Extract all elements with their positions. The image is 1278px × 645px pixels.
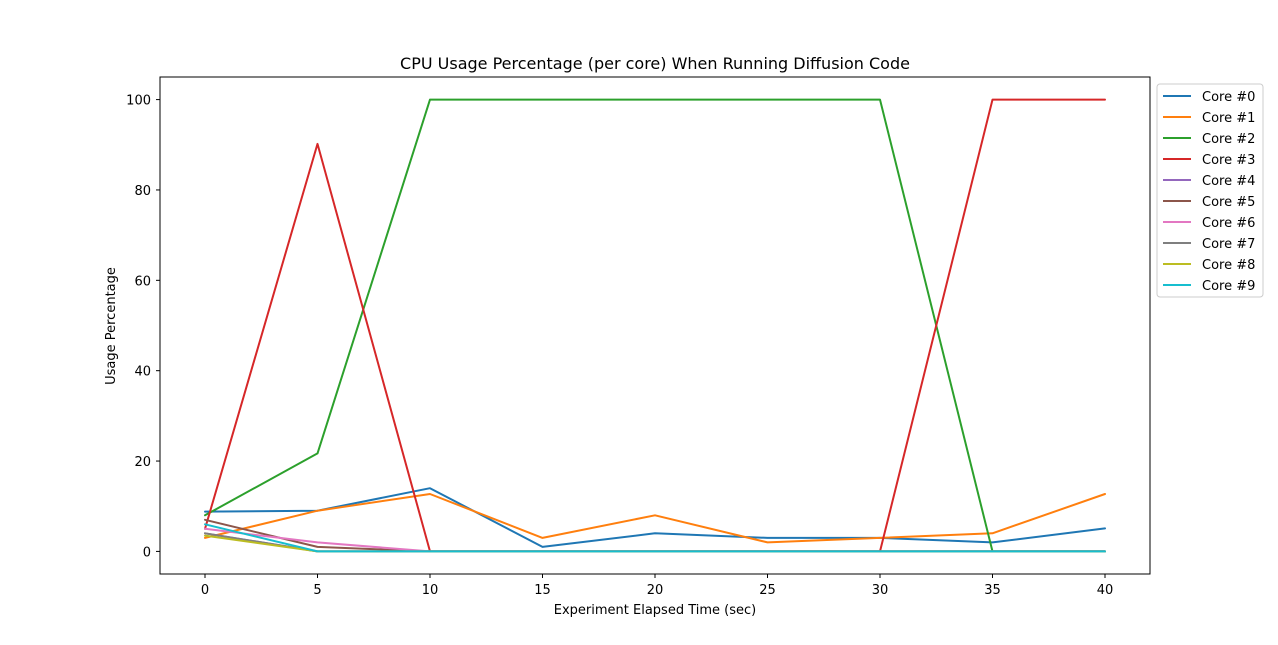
- series-line-core-9: [204, 523, 1106, 553]
- series-line-core-2: [204, 98, 1106, 553]
- y-tick-label: 20: [134, 455, 151, 470]
- x-tick-label: 20: [647, 583, 664, 598]
- plot-area: [159, 76, 1151, 575]
- legend-item: Core #0: [1163, 90, 1255, 105]
- x-tick-label: 0: [201, 583, 209, 598]
- y-axis: 0 20 40 60 80 100: [126, 94, 160, 560]
- legend: Core #0 Core #1 Core #2 Core #3 Core #4 Core …: [1156, 83, 1264, 298]
- x-tick-label: 25: [759, 583, 776, 598]
- x-tick-label: 40: [1097, 583, 1114, 598]
- legend-item: Core #4: [1163, 174, 1255, 189]
- legend-item: Core #1: [1163, 111, 1255, 126]
- x-tick-label: 10: [422, 583, 439, 598]
- y-tick-label: 80: [134, 184, 151, 199]
- chart-title: CPU Usage Percentage (per core) When Run…: [400, 54, 910, 73]
- legend-label: Core #4: [1202, 174, 1255, 189]
- legend-label: Core #8: [1202, 258, 1255, 273]
- legend-label: Core #1: [1202, 111, 1255, 126]
- legend-label: Core #7: [1202, 237, 1255, 252]
- legend-label: Core #2: [1202, 132, 1255, 147]
- legend-item: Core #3: [1163, 153, 1255, 168]
- legend-item: Core #7: [1163, 237, 1255, 252]
- legend-label: Core #9: [1202, 279, 1255, 294]
- series-line-core-1: [204, 493, 1106, 544]
- x-tick-label: 15: [534, 583, 551, 598]
- series-lines: [204, 98, 1106, 553]
- legend-label: Core #6: [1202, 216, 1255, 231]
- y-axis-label: Usage Percentage: [104, 267, 119, 385]
- legend-label: Core #0: [1202, 90, 1255, 105]
- plot-frame: [159, 76, 1151, 575]
- x-axis-label: Experiment Elapsed Time (sec): [554, 603, 756, 618]
- y-tick-label: 100: [126, 94, 151, 109]
- legend-label: Core #3: [1202, 153, 1255, 168]
- legend-label: Core #5: [1202, 195, 1255, 210]
- legend-item: Core #5: [1163, 195, 1255, 210]
- legend-item: Core #8: [1163, 258, 1255, 273]
- x-tick-label: 30: [872, 583, 889, 598]
- x-axis: 0 5 10 15 20 25 30 35 40: [201, 574, 1113, 598]
- y-tick-label: 40: [134, 365, 151, 380]
- legend-item: Core #2: [1163, 132, 1255, 147]
- y-tick-label: 0: [143, 545, 151, 560]
- series-line-core-0: [204, 487, 1106, 548]
- y-tick-label: 60: [134, 274, 151, 289]
- legend-item: Core #6: [1163, 216, 1255, 231]
- legend-item: Core #9: [1163, 279, 1255, 294]
- x-tick-label: 5: [313, 583, 321, 598]
- x-tick-label: 35: [984, 583, 1001, 598]
